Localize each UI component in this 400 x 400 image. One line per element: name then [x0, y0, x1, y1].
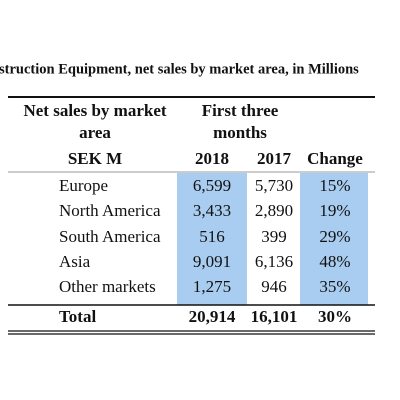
cell: 9,091	[193, 252, 231, 271]
cell: 6,599	[193, 176, 231, 195]
cell: 6,136	[255, 252, 293, 271]
title: struction Equipment, net sales by market…	[0, 61, 359, 77]
cell: 1,275	[193, 277, 231, 296]
column-header: Change	[307, 149, 363, 168]
cell: 19%	[319, 201, 350, 220]
cell: 48%	[319, 252, 350, 271]
total-label: Total	[59, 307, 96, 326]
cell: 15%	[319, 176, 350, 195]
header-period: First three	[202, 101, 279, 120]
cell: 35%	[319, 277, 350, 296]
cell: 946	[261, 277, 287, 296]
column-header: 2018	[195, 149, 229, 168]
total-cell: 30%	[318, 307, 352, 326]
header-label: Net sales by market	[23, 101, 166, 120]
table: Net sales by market area First three months…	[23, 101, 363, 326]
row-label: South America	[59, 227, 161, 246]
cell: 29%	[319, 227, 350, 246]
row-label: Other markets	[59, 277, 156, 296]
cell: 2,890	[255, 201, 293, 220]
row-label: North America	[59, 201, 161, 220]
highlight-2018	[177, 173, 247, 305]
cell: 399	[261, 227, 287, 246]
total-cell: 20,914	[189, 307, 236, 326]
header-unit: SEK M	[68, 149, 122, 168]
header-label: area	[79, 123, 111, 142]
row-label: Europe	[59, 176, 108, 195]
cell: 3,433	[193, 201, 231, 220]
total-cell: 16,101	[251, 307, 298, 326]
column-header: 2017	[257, 149, 292, 168]
cell: 516	[199, 227, 225, 246]
row-label: Asia	[59, 252, 91, 271]
header-period: months	[213, 123, 267, 142]
cell: 5,730	[255, 176, 293, 195]
highlight-change	[300, 173, 368, 305]
